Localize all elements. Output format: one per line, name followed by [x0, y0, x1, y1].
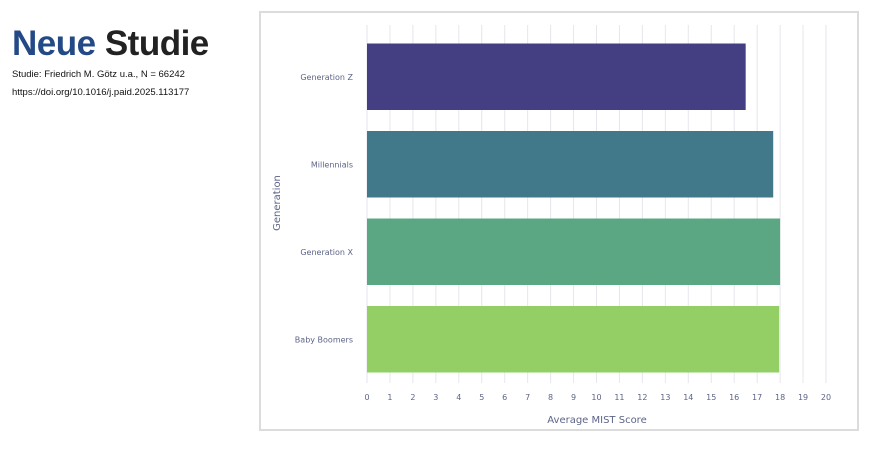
bars — [367, 43, 781, 373]
x-tick-label-18: 18 — [775, 393, 785, 402]
header: Neue Studie Studie: Friedrich M. Götz u.… — [12, 24, 209, 99]
x-tick-label-12: 12 — [637, 393, 647, 402]
x-tick-label-17: 17 — [752, 393, 762, 402]
page-title: Neue Studie — [12, 24, 209, 64]
x-tick-label-1: 1 — [387, 393, 392, 402]
x-tick-label-2: 2 — [410, 393, 415, 402]
x-tick-label-10: 10 — [591, 393, 601, 402]
x-tick-label-13: 13 — [660, 393, 670, 402]
x-tick-label-9: 9 — [571, 393, 576, 402]
y-axis-label: Generation — [272, 175, 283, 231]
x-tick-label-14: 14 — [683, 393, 693, 402]
x-tick-label-5: 5 — [479, 393, 484, 402]
x-tick-label-0: 0 — [364, 393, 369, 402]
x-tick-label-6: 6 — [502, 393, 507, 402]
title-word-studie: Studie — [104, 24, 209, 63]
x-tick-label-7: 7 — [525, 393, 530, 402]
category-label-1: Millennials — [311, 160, 353, 169]
chart-panel: Generation Z Millennials Generation X Baby … — [259, 11, 859, 431]
x-tick-labels: 0 1 2 3 4 5 6 7 8 9 10 11 12 13 14 15 16 17 18 19 20 — [364, 393, 831, 402]
category-label-0: Generation Z — [300, 73, 353, 82]
bar-0 — [367, 43, 746, 110]
x-tick-label-11: 11 — [614, 393, 624, 402]
doi-link: https://doi.org/10.1016/j.paid.2025.1131… — [12, 87, 190, 98]
bar-1 — [367, 131, 774, 198]
x-tick-label-4: 4 — [456, 393, 461, 402]
bar-2 — [367, 218, 781, 285]
x-tick-label-3: 3 — [433, 393, 438, 402]
x-tick-label-19: 19 — [798, 393, 808, 402]
x-tick-label-16: 16 — [729, 393, 739, 402]
x-tick-label-15: 15 — [706, 393, 716, 402]
bar-chart: Generation Z Millennials Generation X Baby … — [272, 25, 831, 426]
x-tick-label-8: 8 — [548, 393, 553, 402]
study-source: Studie: Friedrich M. Götz u.a., N = 6624… — [12, 69, 185, 80]
category-labels: Generation Z Millennials Generation X Baby … — [295, 73, 354, 345]
bar-3 — [367, 306, 780, 373]
category-label-2: Generation X — [300, 248, 353, 257]
x-axis-label: Average MIST Score — [547, 415, 646, 426]
category-label-3: Baby Boomers — [295, 335, 353, 344]
title-word-neue: Neue — [12, 24, 96, 63]
x-tick-label-20: 20 — [821, 393, 831, 402]
